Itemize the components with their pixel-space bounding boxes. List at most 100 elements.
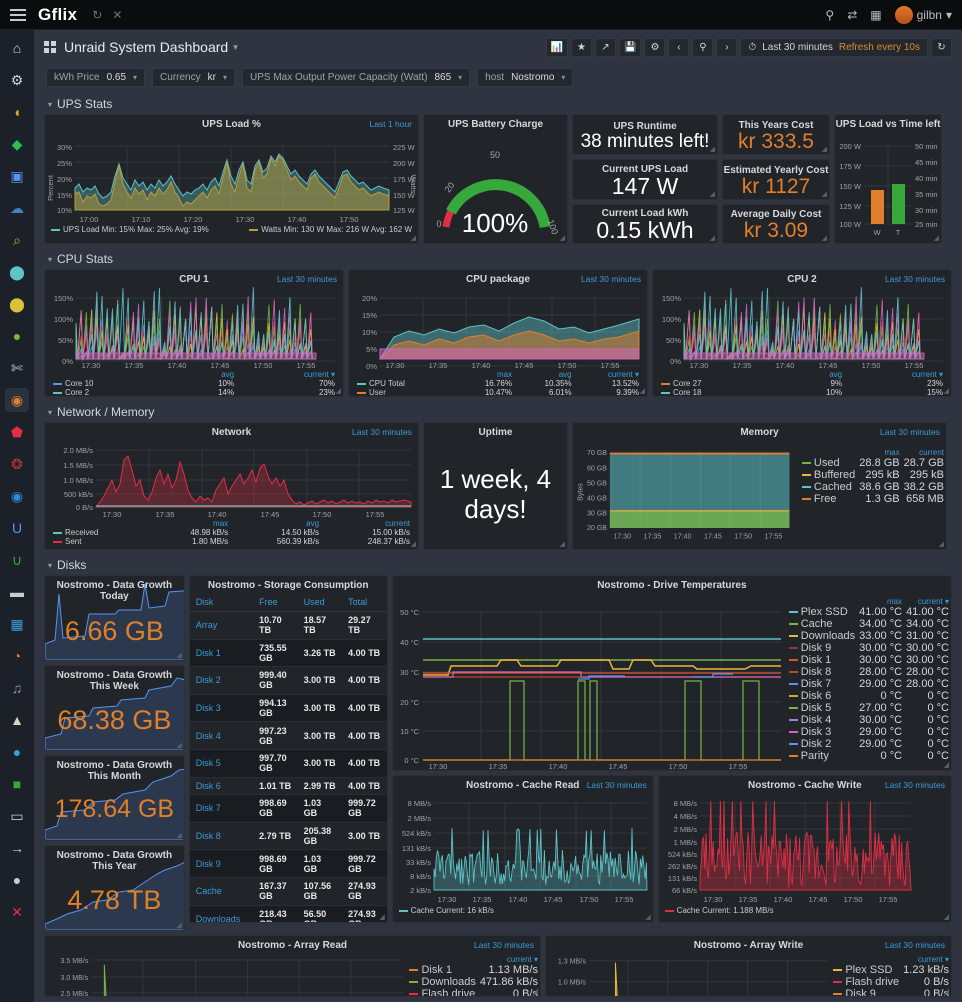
close-icon[interactable]: ✕	[112, 7, 123, 22]
legend-row[interactable]: Received 48.98 kB/s 14.50 kB/s 15.00 kB/s	[51, 528, 412, 537]
table-row[interactable]: Disk 5 997.70 GB 3.00 TB 4.00 TB	[189, 749, 387, 778]
legend-row[interactable]: Disk 9 30.00 °C 30.00 °C	[787, 642, 951, 654]
apps-icon[interactable]: ▦	[870, 7, 882, 22]
refresh-icon[interactable]: ↻	[92, 7, 103, 22]
resize-handle[interactable]: ◢	[943, 388, 949, 395]
sidebar-item-help[interactable]: ✕	[11, 903, 23, 920]
panel-time-range[interactable]: Last 30 minutes	[884, 780, 945, 790]
sidebar-item-plex[interactable]: ◖	[12, 104, 22, 120]
sidebar-item-database[interactable]: ▬	[10, 584, 24, 600]
sidebar-item-settings[interactable]: ⚙	[10, 71, 24, 88]
legend-row[interactable]: Disk 1 1.13 MB/s	[407, 964, 540, 976]
legend-row[interactable]: Plex SSD 1.23 kB/s	[831, 964, 951, 976]
sidebar-item-firefox[interactable]: ◔	[12, 648, 22, 664]
sidebar-item-shield[interactable]: ⬟	[10, 423, 24, 440]
add-panel-button[interactable]: 📊	[545, 37, 568, 57]
sidebar-item-search[interactable]: ⌕	[13, 231, 21, 248]
legend-row[interactable]: Flash drive 0 B/s	[407, 988, 540, 996]
column-header[interactable]: Used	[297, 593, 343, 612]
resize-handle[interactable]: ◢	[821, 146, 827, 153]
legend-row[interactable]: Core 27 9% 23%	[659, 379, 945, 388]
panel-uptime[interactable]: Uptime 1 week, 4 days! ◢	[423, 422, 568, 550]
sidebar-item-unraid[interactable]: U	[11, 520, 23, 536]
resize-handle[interactable]: ◢	[821, 235, 827, 242]
sidebar-item-music[interactable]: ♫	[11, 680, 23, 696]
resize-handle[interactable]: ◢	[933, 235, 939, 242]
variable-currency[interactable]: Currency kr ▾	[152, 68, 235, 87]
table-row[interactable]: Disk 9 998.69 GB 1.03 GB 999.72 GB	[189, 849, 387, 878]
panel-time-range[interactable]: Last 30 minutes	[276, 274, 337, 284]
panel-array-write[interactable]: Nostromo - Array Write Last 30 minutes 1…	[545, 935, 952, 997]
resize-handle[interactable]: ◢	[938, 541, 944, 548]
sidebar-item-sab[interactable]: ■	[12, 776, 22, 792]
panel-cpu2[interactable]: CPU 2 Last 30 minutes 150% 100% 50% 0% 17:30 17…	[652, 269, 952, 397]
resize-handle[interactable]: ◢	[176, 652, 182, 659]
share-button[interactable]: ↗	[594, 37, 616, 57]
storage-table[interactable]: Disk Free Used Total Array 10.70 TB 18.57 TB 2…	[189, 593, 387, 922]
panel-cache-read[interactable]: Nostromo - Cache Read Last 30 minutes 8 …	[391, 775, 654, 923]
legend-row[interactable]: Downloads 33.00 °C 31.00 °C	[787, 630, 951, 642]
row-header-ups-stats[interactable]: ▾ UPS Stats	[34, 93, 962, 114]
resize-handle[interactable]: ◢	[410, 541, 416, 548]
resize-handle[interactable]: ◢	[709, 235, 715, 242]
sidebar-item-lazy[interactable]: ▲	[10, 712, 24, 728]
legend-row[interactable]: User 10.47% 6.01% 9.39%	[355, 388, 641, 396]
sidebar-item-home[interactable]: ⌂	[12, 40, 22, 56]
sidebar-item-ups[interactable]: ∪	[11, 551, 23, 568]
resize-handle[interactable]: ◢	[176, 832, 182, 839]
table-row[interactable]: Disk 3 994.13 GB 3.00 TB 4.00 TB	[189, 694, 387, 723]
resize-handle[interactable]: ◢	[379, 914, 385, 921]
legend-row[interactable]: Core 10 10% 70%	[51, 379, 337, 388]
page-title[interactable]: Unraid System Dashboard	[64, 39, 229, 55]
legend-row[interactable]: Cached 38.6 GB 38.2 GB	[800, 481, 946, 493]
sidebar-item-book[interactable]: ▭	[10, 807, 24, 824]
sidebar-item-tautulli[interactable]: ▣	[10, 167, 24, 184]
panel-time-range[interactable]: Last 30 minutes	[879, 427, 940, 437]
shuffle-icon[interactable]: ⇄	[847, 7, 858, 22]
panel-time-range[interactable]: Last 1 hour	[369, 119, 412, 129]
resize-handle[interactable]: ◢	[943, 762, 949, 769]
resize-handle[interactable]: ◢	[532, 988, 538, 995]
panel-this-years-cost[interactable]: This Years Cost kr 333.5 ◢	[722, 114, 830, 155]
legend-row[interactable]: Flash drive 0 B/s	[831, 976, 951, 988]
resize-handle[interactable]: ◢	[943, 914, 949, 921]
panel-array-read[interactable]: Nostromo - Array Read Last 30 minutes 3.…	[44, 935, 541, 997]
save-button[interactable]: 💾	[618, 37, 642, 57]
panel-network[interactable]: Network Last 30 minutes 2.0 MB/s 1.5 MB/s…	[44, 422, 419, 550]
legend-row[interactable]: Parity 0 °C 0 °C	[787, 750, 951, 762]
resize-handle[interactable]: ◢	[176, 742, 182, 749]
legend-row[interactable]: Disk 7 29.00 °C 28.00 °C	[787, 678, 951, 690]
column-header[interactable]: Free	[253, 593, 298, 612]
sidebar-item-bazarr[interactable]: ✄	[11, 359, 23, 376]
resize-handle[interactable]: ◢	[709, 146, 715, 153]
star-button[interactable]: ★	[570, 37, 592, 57]
resize-handle[interactable]: ◢	[943, 988, 949, 995]
panel-time-range[interactable]: Last 30 minutes	[473, 940, 534, 950]
legend-row[interactable]: CPU Total 16.76% 10.35% 13.52%	[355, 379, 641, 388]
legend-row[interactable]: Disk 2 29.00 °C 0 °C	[787, 738, 951, 750]
table-row[interactable]: Disk 6 1.01 TB 2.99 TB 4.00 TB	[189, 777, 387, 796]
panel-cpu1[interactable]: CPU 1 Last 30 minutes 150% 100% 50% 0% 17:30 17…	[44, 269, 344, 397]
user-menu[interactable]: gilbn ▾	[894, 5, 952, 24]
variable-host[interactable]: host Nostromo ▾	[477, 68, 574, 87]
resize-handle[interactable]: ◢	[410, 235, 416, 242]
panel-growth-month[interactable]: Nostromo - Data Growth This Month 178.64 …	[44, 755, 185, 841]
panel-cache-write[interactable]: Nostromo - Cache Write Last 30 minutes 8…	[657, 775, 952, 923]
sidebar-item-radarr[interactable]: ⬤	[9, 263, 25, 280]
row-header-network-memory[interactable]: ▾ Network / Memory	[34, 401, 962, 422]
panel-growth-year[interactable]: Nostromo - Data Growth This Year 4.78 TB ◢	[44, 845, 185, 931]
resize-handle[interactable]: ◢	[709, 191, 715, 198]
table-row[interactable]: Array 10.70 TB 18.57 TB 29.27 TB	[189, 611, 387, 640]
resize-handle[interactable]: ◢	[335, 388, 341, 395]
legend-row[interactable]: Core 2 14% 23%	[51, 388, 337, 396]
resize-handle[interactable]: ◢	[559, 235, 565, 242]
time-prev-button[interactable]: ‹	[668, 37, 690, 57]
legend-row[interactable]: Plex SSD 41.00 °C 41.00 °C	[787, 606, 951, 618]
panel-time-range[interactable]: Last 30 minutes	[884, 940, 945, 950]
sidebar-item-grafana[interactable]: ◉	[5, 388, 29, 412]
row-header-cpu-stats[interactable]: ▾ CPU Stats	[34, 248, 962, 269]
row-header-disks[interactable]: ▾ Disks	[34, 554, 962, 575]
settings-gear-icon[interactable]: ⚙	[644, 37, 666, 57]
table-row[interactable]: Disk 2 999.40 GB 3.00 TB 4.00 TB	[189, 666, 387, 695]
panel-time-range[interactable]: Last 30 minutes	[351, 427, 412, 437]
